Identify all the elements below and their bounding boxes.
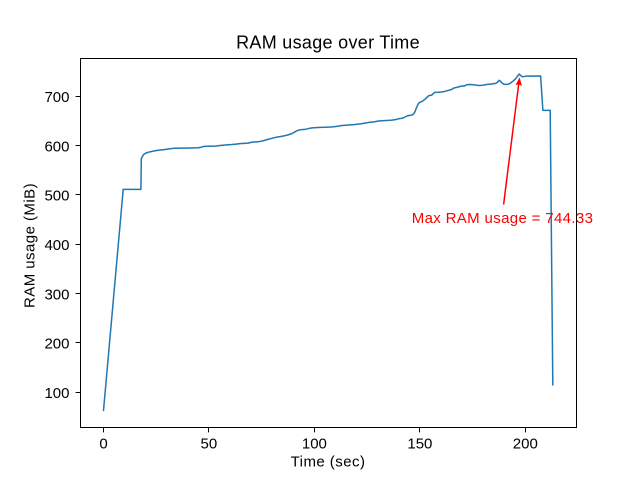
svg-text:200: 200 <box>44 336 69 353</box>
svg-text:300: 300 <box>44 286 69 303</box>
svg-text:100: 100 <box>302 435 327 452</box>
svg-text:200: 200 <box>513 435 538 452</box>
svg-text:Time (sec): Time (sec) <box>291 454 366 471</box>
svg-text:600: 600 <box>44 138 69 155</box>
svg-text:400: 400 <box>44 237 69 254</box>
svg-text:500: 500 <box>44 188 69 205</box>
svg-text:50: 50 <box>201 435 218 452</box>
svg-text:RAM usage over Time: RAM usage over Time <box>236 33 420 53</box>
svg-text:100: 100 <box>44 385 69 402</box>
svg-text:0: 0 <box>99 435 107 452</box>
svg-text:RAM usage (MiB): RAM usage (MiB) <box>22 183 39 308</box>
svg-text:150: 150 <box>407 435 432 452</box>
svg-text:700: 700 <box>44 89 69 106</box>
svg-text:Max RAM usage = 744.33: Max RAM usage = 744.33 <box>412 210 594 227</box>
